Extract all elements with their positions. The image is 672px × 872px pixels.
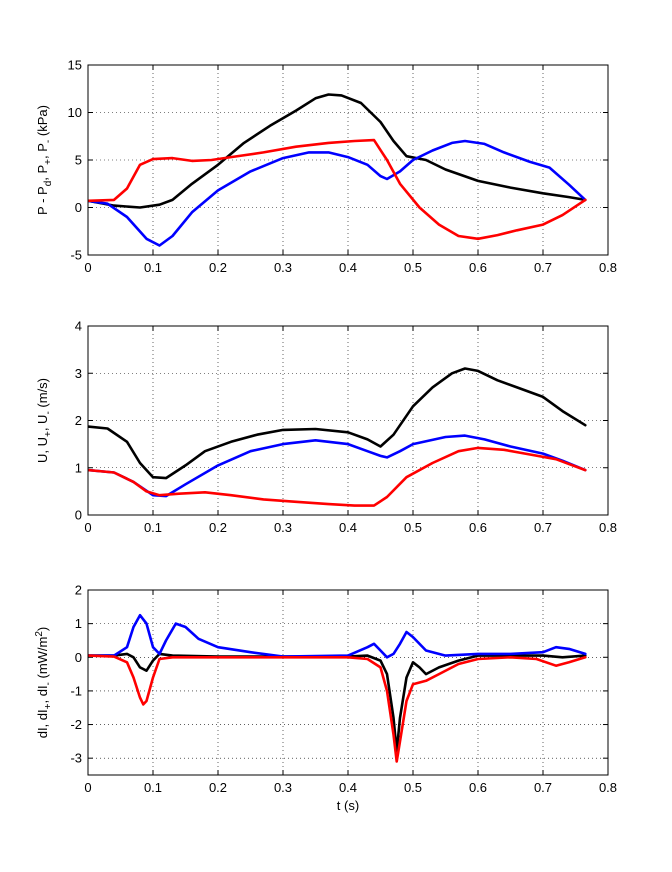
x-tick-label: 0 bbox=[84, 520, 91, 535]
y-axis-label: P - Pd, P+, P- (kPa) bbox=[35, 105, 54, 215]
y-axis-label-part: - bbox=[43, 682, 54, 685]
y-tick-label: 15 bbox=[68, 58, 82, 73]
x-tick-label: 0.4 bbox=[339, 780, 357, 795]
y-axis-label-part: d bbox=[43, 181, 54, 187]
x-tick-label: 0.8 bbox=[599, 260, 617, 275]
plot-frame bbox=[87, 589, 609, 776]
y-tick-label: -5 bbox=[70, 248, 82, 263]
series-line-2 bbox=[88, 613, 587, 659]
plot-frame bbox=[87, 325, 609, 516]
x-tick-label: 0.5 bbox=[404, 520, 422, 535]
y-tick-label: 3 bbox=[75, 366, 82, 381]
y-tick-label: -3 bbox=[70, 751, 82, 766]
series-line-2 bbox=[88, 139, 587, 247]
x-tick-label: 0.6 bbox=[469, 520, 487, 535]
y-axis-label-part: + bbox=[43, 703, 54, 709]
y-tick-label: 0 bbox=[75, 200, 82, 215]
y-tick-label: 0 bbox=[75, 508, 82, 523]
series-line-3 bbox=[88, 138, 587, 241]
y-axis-label-part: , U bbox=[35, 415, 50, 432]
chart-2: 0 0.1 0.2 0.3 0.4 0.5 0.6 0.7 0.8 0 1 2 3 4 U, U+, U- … bbox=[35, 319, 617, 536]
x-tick-label: 0.7 bbox=[534, 260, 552, 275]
plot-frame bbox=[87, 64, 609, 256]
y-axis-label-part: - bbox=[43, 411, 54, 414]
y-tick-label: 4 bbox=[75, 319, 82, 334]
y-axis-label-part: , P bbox=[35, 143, 50, 159]
y-tick-label: 2 bbox=[75, 413, 82, 428]
x-tick-label: 0 bbox=[84, 260, 91, 275]
y-axis-label-part: + bbox=[43, 159, 54, 165]
x-tick-label: 0.8 bbox=[599, 520, 617, 535]
y-tick-label: -2 bbox=[70, 717, 82, 732]
y-axis-label-part: , P bbox=[35, 165, 50, 181]
series-line-1 bbox=[88, 93, 587, 209]
y-axis-label-part: (mW/m bbox=[35, 637, 50, 682]
x-axis-label: t (s) bbox=[337, 798, 359, 813]
x-tick-label: 0.5 bbox=[404, 780, 422, 795]
x-tick-label: 0.3 bbox=[274, 260, 292, 275]
x-tick-label: 0.6 bbox=[469, 260, 487, 275]
y-tick-label: 2 bbox=[75, 583, 82, 598]
x-tick-label: 0.1 bbox=[144, 520, 162, 535]
y-tick-label: 0 bbox=[75, 650, 82, 665]
y-tick-label: -1 bbox=[70, 683, 82, 698]
y-tick-label: 1 bbox=[75, 460, 82, 475]
y-axis-label-part: (kPa) bbox=[35, 105, 50, 140]
y-axis-label-part: dI, dI bbox=[35, 709, 50, 738]
x-tick-label: 0.5 bbox=[404, 260, 422, 275]
y-axis-label-part: ) bbox=[35, 627, 50, 631]
series-line-3 bbox=[88, 654, 587, 763]
x-tick-label: 0.1 bbox=[144, 780, 162, 795]
x-tick-label: 0.4 bbox=[339, 260, 357, 275]
y-axis-label: U, U+, U- (m/s) bbox=[35, 378, 54, 463]
x-tick-label: 0.7 bbox=[534, 780, 552, 795]
x-tick-label: 0.3 bbox=[274, 520, 292, 535]
y-axis-label-part: + bbox=[43, 431, 54, 437]
x-tick-label: 0.4 bbox=[339, 520, 357, 535]
y-tick-label: 5 bbox=[75, 153, 82, 168]
y-axis-label-part: (m/s) bbox=[35, 378, 50, 411]
y-tick-label: 10 bbox=[68, 105, 82, 120]
x-tick-label: 0.2 bbox=[209, 520, 227, 535]
y-axis-label-part: 2 bbox=[34, 631, 45, 637]
series-line-1 bbox=[88, 652, 587, 753]
x-tick-label: 0.3 bbox=[274, 780, 292, 795]
y-axis-label-part: P - P bbox=[35, 186, 50, 215]
y-tick-label: 1 bbox=[75, 616, 82, 631]
y-axis-label-part: , dI bbox=[35, 685, 50, 703]
x-tick-label: 0.6 bbox=[469, 780, 487, 795]
x-tick-label: 0.8 bbox=[599, 780, 617, 795]
series-line-1 bbox=[88, 367, 587, 480]
x-tick-label: 0.7 bbox=[534, 520, 552, 535]
y-axis-label-part: U, U bbox=[35, 437, 50, 463]
y-axis-label: dI, dI+, dI- (mW/m2) bbox=[34, 627, 54, 739]
y-axis-label-part: - bbox=[43, 140, 54, 143]
series-line-3 bbox=[88, 446, 587, 507]
x-tick-label: 0 bbox=[84, 780, 91, 795]
x-tick-label: 0.2 bbox=[209, 780, 227, 795]
x-tick-label: 0.2 bbox=[209, 260, 227, 275]
x-tick-label: 0.1 bbox=[144, 260, 162, 275]
